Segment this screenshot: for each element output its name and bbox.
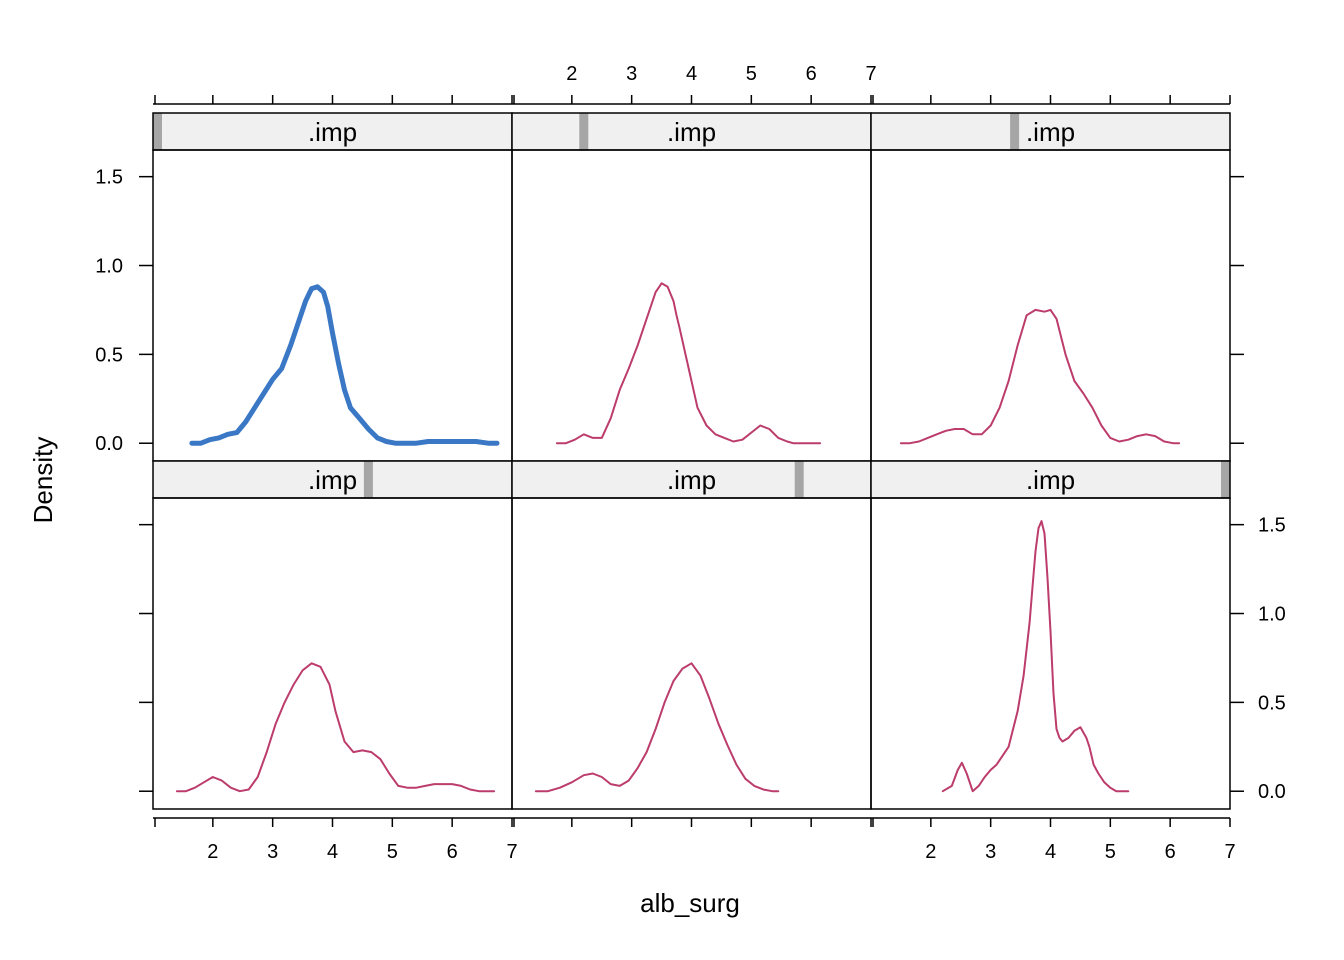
- strip-level-indicator: [794, 461, 804, 498]
- panel-imp-5: .imp: [870, 460, 1231, 810]
- panel-imp-3: .imp: [152, 460, 513, 810]
- x-tick-label: 3: [267, 841, 278, 863]
- x-tick-labels-bottom-col1: 2 3 4 5 6 7: [207, 841, 517, 863]
- panel-imp-2: .imp: [870, 112, 1231, 462]
- y-tick-label: 1.5: [95, 167, 123, 189]
- x-tick-label: 2: [207, 841, 218, 863]
- strip-background: [512, 461, 871, 498]
- x-tick-label: 7: [865, 63, 876, 85]
- x-tick-label: 3: [985, 841, 996, 863]
- y-axis-right-row1: [1230, 175, 1244, 444]
- y-axis-left-row2: [139, 523, 153, 792]
- panel-border: [511, 497, 872, 810]
- x-tick-label: 2: [566, 63, 577, 85]
- strip-label: .imp: [308, 465, 357, 495]
- strip-level-indicator: [1221, 461, 1230, 498]
- x-tick-label: 5: [746, 63, 757, 85]
- x-tick-labels-bottom-col3: 2 3 4 5 6 7: [925, 841, 1235, 863]
- panel-border: [870, 149, 1231, 462]
- y-tick-label: 1.0: [95, 256, 123, 278]
- x-tick-label: 6: [447, 841, 458, 863]
- strip-background: [512, 113, 871, 150]
- panel-imp-1: .imp: [511, 112, 872, 462]
- y-tick-label: 1.5: [1258, 515, 1286, 537]
- strip-background: [153, 461, 512, 498]
- x-tick-label: 6: [1165, 841, 1176, 863]
- x-axis-bottom-col2: [512, 817, 872, 827]
- density-line-imp-4: [534, 662, 780, 793]
- density-line-imp-2: [899, 308, 1181, 445]
- x-axis-title: alb_surg: [640, 888, 740, 918]
- y-axis-title: Density: [28, 437, 58, 524]
- density-line-imp-0: [189, 284, 500, 446]
- y-axis-left-row1: 0.0 0.5 1.0 1.5: [95, 167, 153, 455]
- x-axis-top-col3: [871, 95, 1231, 105]
- strip-background: [871, 461, 1230, 498]
- x-tick-label: 3: [626, 63, 637, 85]
- strip-level-indicator: [579, 113, 589, 150]
- x-tick-label: 4: [327, 841, 338, 863]
- y-tick-label: 0.5: [95, 344, 123, 366]
- panel-border: [152, 497, 513, 810]
- strip-background: [871, 113, 1230, 150]
- x-tick-labels-top-col2: 2 3 4 5 6 7: [566, 63, 876, 85]
- y-axis-right-row2: 0.0 0.5 1.0 1.5: [1230, 515, 1286, 803]
- y-tick-label: 0.0: [95, 433, 123, 455]
- strip-label: .imp: [667, 117, 716, 147]
- x-axis-top-col2: [512, 95, 872, 105]
- x-tick-label: 7: [506, 841, 517, 863]
- y-tick-label: 0.5: [1258, 692, 1286, 714]
- density-line-imp-5: [941, 520, 1130, 793]
- density-line-imp-3: [175, 662, 496, 793]
- y-tick-label: 0.0: [1258, 781, 1286, 803]
- panel-imp-4: .imp: [511, 460, 872, 810]
- panel-border: [870, 497, 1231, 810]
- x-axis-top-col1: [153, 95, 513, 105]
- x-tick-label: 6: [806, 63, 817, 85]
- strip-label: .imp: [1026, 465, 1075, 495]
- strip-label: .imp: [1026, 117, 1075, 147]
- y-tick-label: 1.0: [1258, 604, 1286, 626]
- strip-level-indicator: [363, 461, 373, 498]
- strip-background: [153, 113, 512, 150]
- x-tick-label: 4: [686, 63, 697, 85]
- x-axis-bottom-col3: [871, 817, 1231, 827]
- x-tick-label: 5: [387, 841, 398, 863]
- x-axis-bottom-col1: [153, 817, 513, 827]
- panel-imp-0: .imp: [152, 112, 513, 462]
- strip-level-indicator: [153, 113, 162, 150]
- x-tick-label: 7: [1224, 841, 1235, 863]
- density-line-imp-1: [555, 282, 822, 445]
- x-tick-label: 5: [1105, 841, 1116, 863]
- strip-label: .imp: [308, 117, 357, 147]
- x-tick-label: 4: [1045, 841, 1056, 863]
- panel-border: [511, 149, 872, 462]
- x-tick-label: 2: [925, 841, 936, 863]
- strip-level-indicator: [1010, 113, 1020, 150]
- panel-grid: .imp .imp .imp .imp .imp .imp 2 3 4 5 6 7 2 3 4 5 6 7 2 3 4 5…: [95, 63, 1286, 863]
- strip-label: .imp: [667, 465, 716, 495]
- panel-border: [152, 149, 513, 462]
